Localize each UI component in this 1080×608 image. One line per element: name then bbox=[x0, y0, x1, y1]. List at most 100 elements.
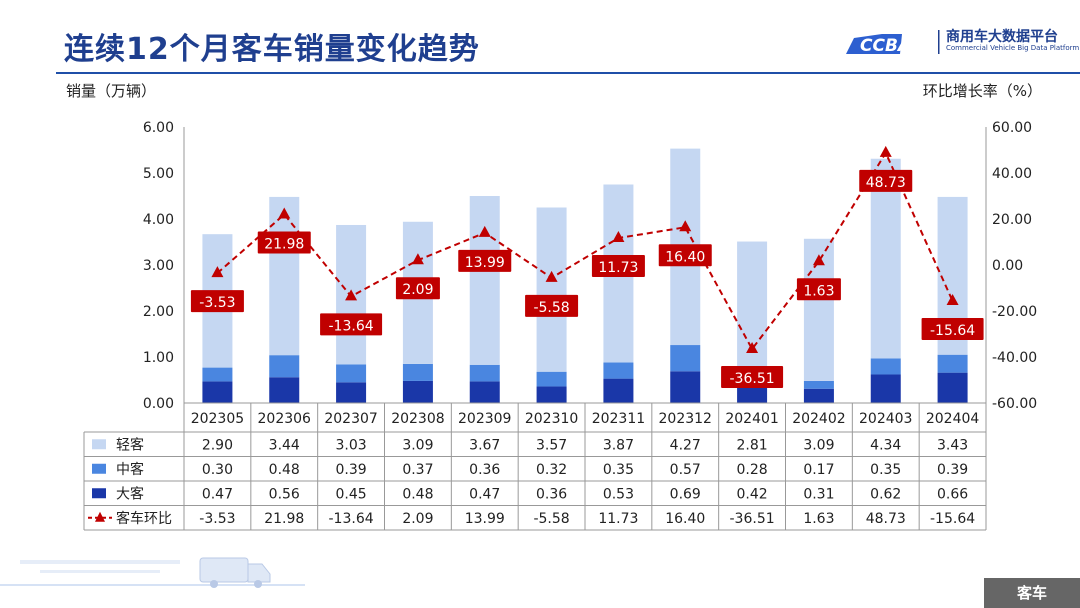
bar-segment-large bbox=[336, 382, 367, 403]
data-label-bg bbox=[395, 277, 440, 300]
x-tick-label: 202401 bbox=[725, 411, 778, 427]
x-tick-label: 202312 bbox=[659, 411, 712, 427]
y-axis-label-left: 销量（万辆） bbox=[66, 82, 157, 100]
y-tick-label-left: 5.00 bbox=[143, 166, 174, 182]
bar-segment-medium bbox=[870, 358, 901, 375]
bar-segment-large bbox=[937, 372, 968, 403]
x-tick-label: 202306 bbox=[258, 411, 312, 427]
table-cell: -13.64 bbox=[329, 511, 374, 527]
y-tick-label-right: 60.00 bbox=[992, 120, 1032, 136]
data-label-bg bbox=[458, 249, 512, 272]
table-cell: 0.45 bbox=[335, 486, 366, 502]
data-label: 21.98 bbox=[264, 236, 304, 252]
title-divider bbox=[56, 72, 1080, 74]
platform-logo: CCBA bbox=[846, 30, 940, 56]
bar-segment-large bbox=[269, 377, 300, 403]
data-label: 1.63 bbox=[803, 283, 834, 299]
growth-rate-line bbox=[216, 150, 954, 351]
bar-segment-medium bbox=[670, 345, 701, 372]
table-cell: 0.42 bbox=[736, 486, 767, 502]
growth-rate-marker bbox=[946, 293, 959, 305]
bar-segment-large bbox=[469, 381, 500, 403]
data-label: -36.51 bbox=[730, 371, 775, 387]
bar-segment-light bbox=[269, 196, 300, 356]
table-cell: 4.34 bbox=[870, 437, 901, 453]
bar-segment-medium bbox=[536, 371, 567, 387]
growth-rate-marker bbox=[478, 225, 491, 237]
data-label-bg bbox=[591, 255, 645, 278]
bar-segment-large bbox=[737, 383, 768, 403]
y-tick-label-left: 1.00 bbox=[143, 350, 174, 366]
footer-tag-bg bbox=[984, 578, 1080, 608]
data-label: -3.53 bbox=[199, 295, 235, 311]
y-tick-label-left: 4.00 bbox=[143, 212, 174, 228]
footer-tag: 客车 bbox=[1016, 584, 1047, 602]
bar-segment-medium bbox=[937, 354, 968, 373]
y-tick-label-left: 2.00 bbox=[143, 304, 174, 320]
bar-segment-medium bbox=[469, 364, 500, 382]
y-tick-label-right: 0.00 bbox=[992, 258, 1023, 274]
table-cell: 0.32 bbox=[536, 462, 567, 478]
y-tick-label-left: 6.00 bbox=[143, 120, 174, 136]
bar-segment-large bbox=[803, 388, 834, 403]
growth-rate-marker bbox=[746, 341, 759, 353]
legend-label: 客车环比 bbox=[116, 510, 172, 527]
growth-rate-marker bbox=[679, 220, 692, 232]
logo-name: 商用车大数据平台 bbox=[946, 29, 1058, 45]
bar-segment-large bbox=[870, 374, 901, 403]
bar-segment-large bbox=[670, 371, 701, 403]
table-cell: 1.63 bbox=[803, 511, 834, 527]
table-cell: 16.40 bbox=[665, 511, 705, 527]
data-label: -13.64 bbox=[329, 318, 374, 334]
page-title: 连续12个月客车销量变化趋势 bbox=[64, 32, 480, 67]
legend-swatch bbox=[92, 488, 106, 499]
table-cell: 2.81 bbox=[736, 437, 767, 453]
legend-swatch bbox=[92, 463, 106, 474]
y-tick-label-left: 3.00 bbox=[143, 258, 174, 274]
growth-rate-marker bbox=[211, 266, 224, 278]
data-label: 48.73 bbox=[866, 175, 906, 191]
legend-swatch bbox=[92, 439, 106, 450]
data-label: 2.09 bbox=[402, 282, 433, 298]
table-cell: 3.67 bbox=[469, 437, 500, 453]
growth-rate-marker bbox=[612, 231, 625, 243]
data-label: 16.40 bbox=[665, 249, 705, 265]
y-tick-label-right: 40.00 bbox=[992, 166, 1032, 182]
table-cell: 0.62 bbox=[870, 486, 901, 502]
growth-rate-marker bbox=[278, 207, 291, 219]
table-cell: 0.30 bbox=[202, 462, 233, 478]
truck-illustration bbox=[0, 557, 305, 588]
bar-segment-medium bbox=[402, 363, 433, 381]
table-cell: 0.57 bbox=[670, 462, 701, 478]
data-label: -15.64 bbox=[930, 323, 975, 339]
x-tick-label: 202311 bbox=[592, 411, 645, 427]
y-axis-label-right: 环比增长率（%） bbox=[922, 82, 1042, 100]
logo-subtitle: Commercial Vehicle Big Data Platform bbox=[946, 44, 1080, 52]
bar-segment-medium bbox=[269, 355, 300, 378]
table-cell: 2.90 bbox=[202, 437, 233, 453]
table-cell: 3.43 bbox=[937, 437, 968, 453]
table-cell: 0.35 bbox=[603, 462, 634, 478]
table-cell: 0.66 bbox=[937, 486, 968, 502]
growth-rate-marker bbox=[812, 254, 825, 266]
data-label: 11.73 bbox=[598, 260, 638, 276]
growth-rate-marker bbox=[411, 253, 424, 265]
data-label-bg bbox=[658, 244, 712, 267]
bar-segment-medium bbox=[336, 364, 367, 383]
table-cell: 0.56 bbox=[269, 486, 300, 502]
data-label-bg bbox=[320, 313, 383, 336]
bar-segment-medium bbox=[803, 380, 834, 389]
table-cell: 0.37 bbox=[402, 462, 433, 478]
table-cell: 0.48 bbox=[402, 486, 433, 502]
table-cell: 0.39 bbox=[335, 462, 366, 478]
x-tick-label: 202403 bbox=[859, 411, 912, 427]
x-tick-label: 202307 bbox=[324, 411, 377, 427]
y-tick-label-right: -60.00 bbox=[992, 396, 1037, 412]
growth-rate-marker bbox=[879, 145, 892, 157]
bar-segment-large bbox=[536, 386, 567, 403]
table-cell: 3.09 bbox=[803, 437, 834, 453]
growth-rate-marker bbox=[545, 270, 558, 282]
table-cell: 3.44 bbox=[269, 437, 300, 453]
bar-segment-large bbox=[402, 380, 433, 403]
bar-segment-light bbox=[469, 196, 500, 365]
